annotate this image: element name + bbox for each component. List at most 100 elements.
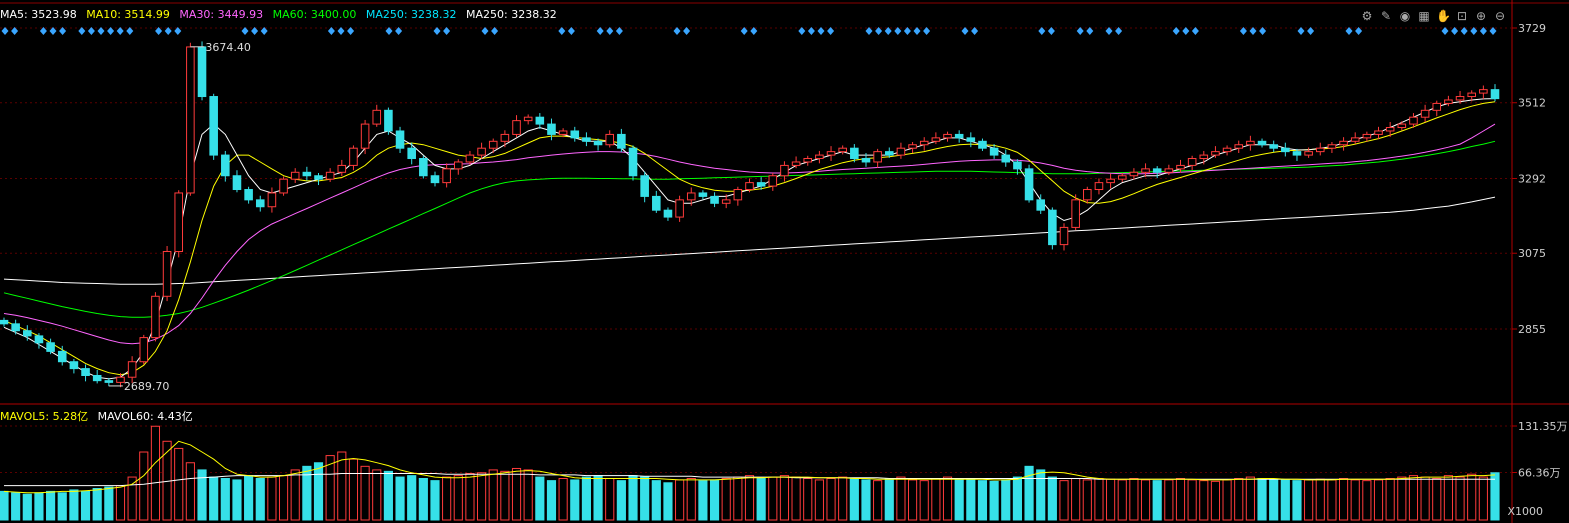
volume-bar xyxy=(942,476,953,521)
volume-bar xyxy=(500,470,510,521)
signal-diamond xyxy=(1489,27,1497,35)
candle-body xyxy=(605,133,615,146)
signal-diamond xyxy=(1451,27,1459,35)
volume-bar xyxy=(197,469,207,521)
volume-tick-label: 66.36万 xyxy=(1518,467,1561,480)
candle-body xyxy=(826,151,836,156)
candle-body xyxy=(1455,96,1465,101)
candle-body xyxy=(850,147,859,160)
signal-diamond xyxy=(817,27,825,35)
signal-diamond xyxy=(164,27,172,35)
volume-bar xyxy=(570,479,580,521)
volume-bar xyxy=(896,476,906,521)
volume-bar xyxy=(1373,479,1384,521)
signal-diamond xyxy=(961,27,969,35)
signal-diamond xyxy=(87,27,95,35)
candle-body xyxy=(1315,147,1325,153)
candle-body xyxy=(780,164,789,177)
candle-body xyxy=(419,158,428,177)
candle-body xyxy=(1094,182,1104,191)
volume-bar xyxy=(150,425,161,521)
signal-diamond xyxy=(827,27,835,35)
candle-body xyxy=(395,130,405,149)
volume-bar xyxy=(1187,479,1197,521)
signal-diamond xyxy=(884,27,892,35)
volume-bar xyxy=(0,490,9,521)
candle-body xyxy=(1152,168,1162,173)
volume-bar xyxy=(1024,465,1034,521)
price-tick-label: 3292 xyxy=(1518,173,1546,186)
candle-body xyxy=(1246,140,1255,146)
signal-diamond xyxy=(385,27,393,35)
volume-bar xyxy=(34,492,44,521)
candle-body xyxy=(535,116,545,125)
signal-diamond xyxy=(923,27,931,35)
zoom-in-icon[interactable]: ⊕ xyxy=(1475,9,1487,23)
candle-body xyxy=(139,337,149,363)
candle-body xyxy=(1141,168,1150,173)
candle-body xyxy=(232,175,242,191)
brush-icon[interactable]: ✎ xyxy=(1380,9,1392,23)
lock-icon[interactable]: ⊡ xyxy=(1456,9,1468,23)
ma5-line xyxy=(3,98,1496,380)
volume-bar xyxy=(1210,480,1221,521)
volume-bar xyxy=(989,480,999,521)
zoom-out-icon[interactable]: ⊖ xyxy=(1494,9,1506,23)
volume-bar xyxy=(756,477,766,521)
volume-bar xyxy=(1338,477,1349,521)
ma5-label: MA5: 3523.98 xyxy=(0,8,77,21)
candle-body xyxy=(1327,144,1337,149)
gear-icon[interactable]: ⚙ xyxy=(1361,9,1373,23)
candle-body xyxy=(1467,92,1476,98)
volume-bar xyxy=(80,490,91,521)
candle-body xyxy=(454,161,463,170)
hand-icon[interactable]: ✋ xyxy=(1436,9,1451,23)
volume-bar xyxy=(535,476,545,521)
candle-body xyxy=(547,123,556,135)
volume-bar xyxy=(1012,476,1022,521)
volume-bar xyxy=(1082,479,1092,521)
candle-body xyxy=(1269,144,1278,149)
candle-body xyxy=(151,295,160,339)
candle-body xyxy=(523,116,533,122)
candle-body xyxy=(465,154,475,163)
volume-bar xyxy=(1234,477,1244,521)
volume-bar xyxy=(709,479,720,521)
volume-bar xyxy=(628,475,638,521)
signal-diamond xyxy=(1086,27,1094,35)
eye-icon[interactable]: ◉ xyxy=(1399,9,1411,23)
volume-bar xyxy=(115,485,126,521)
candle-body xyxy=(710,195,719,204)
volume-bar xyxy=(663,482,673,521)
ma60-label: MA60: 3400.00 xyxy=(272,8,357,21)
signal-diamond xyxy=(443,27,451,35)
candle-body xyxy=(1036,199,1045,211)
ma250-line xyxy=(3,196,1496,285)
candle-body xyxy=(558,130,568,135)
volume-bar xyxy=(92,488,102,521)
volume-bar xyxy=(209,476,219,521)
signal-diamond xyxy=(11,27,19,35)
candle-body xyxy=(174,192,184,253)
volume-bar xyxy=(651,480,661,521)
signal-diamond xyxy=(1355,27,1363,35)
signal-diamond xyxy=(1470,27,1478,35)
candle-body xyxy=(34,335,44,344)
volume-bar xyxy=(453,475,463,521)
candle-body xyxy=(593,140,603,146)
signal-diamond xyxy=(327,27,335,35)
candle-body xyxy=(477,147,486,156)
candle-body xyxy=(1001,154,1011,163)
candle-body xyxy=(791,161,801,166)
candle-body xyxy=(267,192,277,208)
volume-bar xyxy=(348,458,359,521)
signal-diamond xyxy=(1115,27,1123,35)
grid-icon[interactable]: ▦ xyxy=(1418,9,1430,23)
volume-bar xyxy=(313,462,324,521)
mavol60-label: MAVOL60: 4.43亿 xyxy=(97,410,193,423)
candle-body xyxy=(686,192,696,201)
signal-diamond xyxy=(1345,27,1353,35)
candle-body xyxy=(1444,99,1453,104)
signal-diamond xyxy=(126,27,134,35)
